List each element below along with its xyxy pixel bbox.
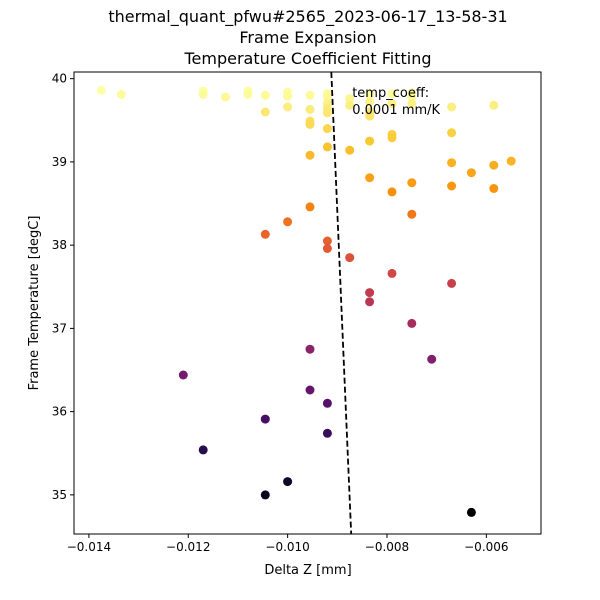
data-point — [283, 217, 293, 227]
data-point — [283, 91, 293, 101]
data-point — [345, 100, 355, 110]
data-point — [178, 370, 188, 380]
data-point — [489, 160, 499, 170]
data-point — [322, 236, 332, 246]
data-point — [116, 90, 126, 99]
fit-line — [330, 71, 353, 535]
data-point — [322, 398, 332, 408]
data-point — [387, 99, 397, 109]
data-point — [322, 124, 332, 134]
data-point — [447, 158, 457, 168]
data-point — [407, 92, 417, 102]
data-point — [345, 145, 355, 155]
data-point — [407, 318, 417, 328]
data-point — [365, 111, 375, 121]
data-point — [365, 173, 375, 183]
data-point — [466, 507, 476, 517]
y-axis-label: Frame Temperature [degC] — [27, 216, 42, 391]
data-point — [387, 133, 397, 143]
data-point — [305, 105, 315, 114]
data-point — [260, 229, 270, 239]
data-point — [506, 156, 516, 166]
data-point — [407, 178, 417, 188]
data-point — [427, 354, 437, 364]
x-tick-label: −0.010 — [265, 540, 309, 554]
data-point — [305, 90, 315, 100]
data-point — [198, 90, 208, 99]
y-tick-label: 39 — [52, 155, 67, 169]
data-point — [322, 142, 332, 152]
data-point — [466, 168, 476, 178]
data-point — [305, 119, 315, 129]
chart-title-line-3: Temperature Coefficient Fitting — [183, 49, 431, 68]
x-axis-label: Delta Z [mm] — [264, 563, 351, 578]
x-axis: −0.014 −0.012 −0.010 −0.008 −0.006 — [67, 534, 509, 554]
data-point — [447, 128, 457, 138]
data-point — [260, 90, 270, 100]
data-point — [345, 94, 355, 104]
data-point — [260, 107, 270, 117]
data-point — [260, 414, 270, 424]
data-point — [305, 385, 315, 395]
x-tick-label: −0.012 — [166, 540, 210, 554]
data-point — [322, 428, 332, 438]
y-tick-label: 38 — [52, 238, 67, 252]
y-axis: 35 36 37 38 39 40 — [52, 72, 74, 502]
annotation-line-2: 0.0001 mm/K — [352, 103, 440, 118]
annotation-line-1: temp_coeff: — [352, 86, 429, 101]
data-point — [447, 278, 457, 288]
plot-area — [96, 71, 516, 535]
data-point — [322, 92, 332, 102]
y-tick-label: 37 — [52, 321, 67, 335]
data-point — [489, 100, 499, 110]
data-point — [407, 209, 417, 219]
data-point — [365, 90, 375, 99]
data-point — [365, 136, 375, 146]
data-point — [387, 268, 397, 278]
data-point — [322, 108, 332, 118]
data-point — [387, 89, 397, 99]
y-tick-label: 40 — [52, 72, 67, 86]
data-point — [305, 344, 315, 354]
data-point — [365, 297, 375, 307]
axes-frame — [73, 71, 542, 535]
data-point — [407, 99, 417, 109]
data-point — [260, 490, 270, 500]
data-point — [283, 102, 293, 112]
chart-title-line-1: thermal_quant_pfwu#2565_2023-06-17_13-58… — [108, 7, 507, 27]
data-point — [305, 150, 315, 160]
data-point — [243, 90, 253, 99]
x-tick-label: −0.006 — [464, 540, 508, 554]
data-point — [447, 181, 457, 191]
data-point — [365, 97, 375, 107]
data-point — [283, 477, 293, 487]
y-tick-label: 35 — [52, 488, 67, 502]
data-point — [322, 244, 332, 253]
x-tick-label: −0.008 — [365, 540, 409, 554]
y-tick-label: 36 — [52, 405, 67, 419]
data-point — [305, 202, 315, 212]
data-point — [489, 184, 499, 193]
data-point — [447, 102, 457, 112]
data-point — [221, 92, 230, 102]
data-point — [198, 445, 208, 455]
data-point — [387, 187, 397, 197]
chart-title-line-2: Frame Expansion — [239, 28, 376, 47]
data-point — [345, 253, 355, 263]
data-point — [96, 85, 106, 95]
data-point — [365, 288, 375, 298]
x-tick-label: −0.014 — [67, 540, 111, 554]
